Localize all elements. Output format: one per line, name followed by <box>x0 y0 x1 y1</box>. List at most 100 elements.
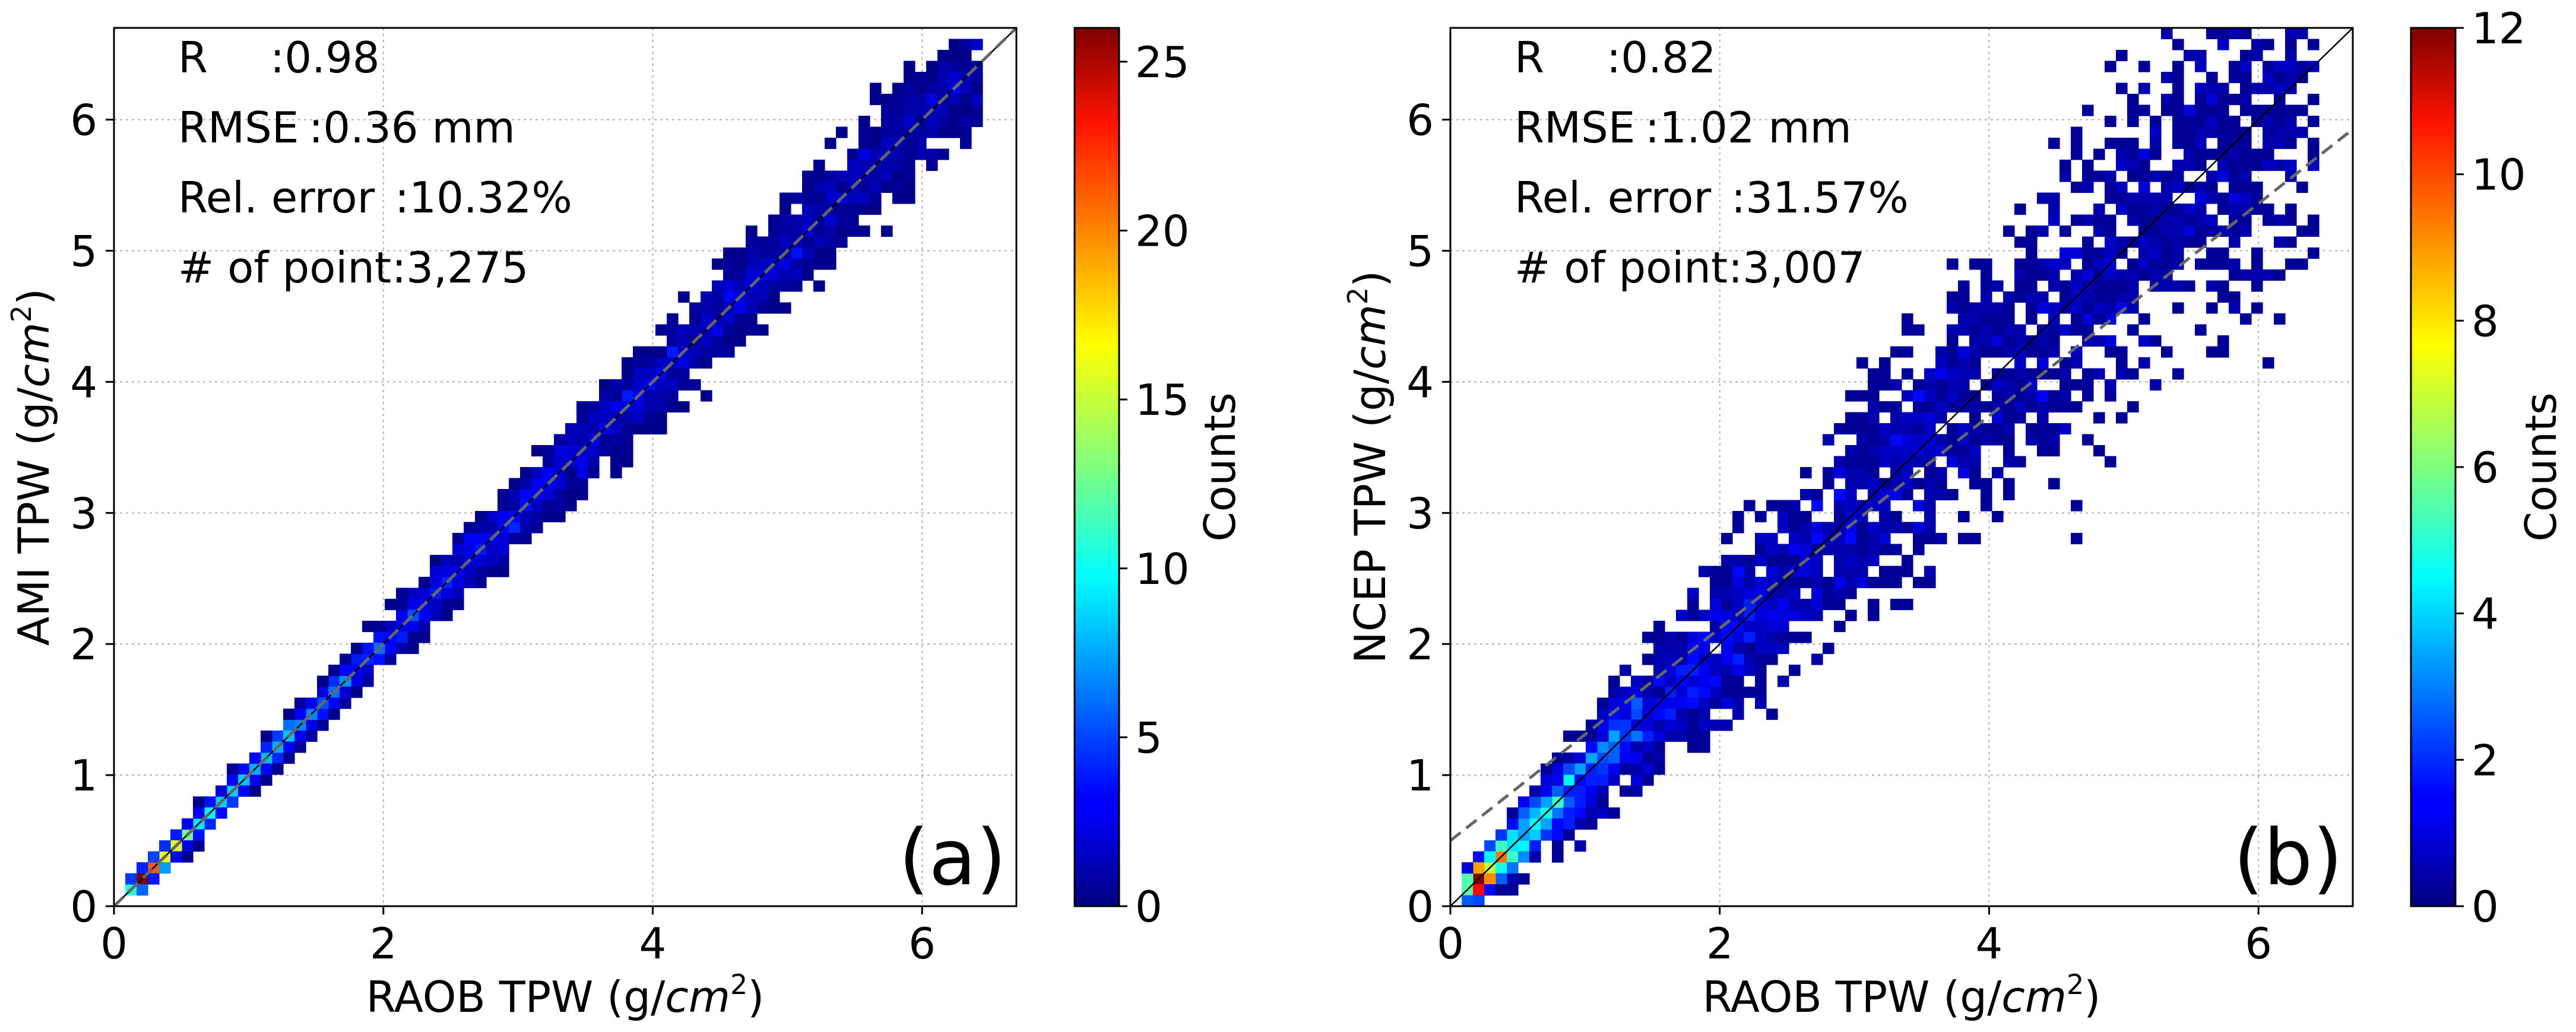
heatmap-cell <box>701 346 712 358</box>
heatmap-cell <box>2026 379 2038 391</box>
heatmap-cell <box>1856 456 1868 468</box>
heatmap-cell <box>2206 182 2218 193</box>
heatmap-cell <box>351 653 363 665</box>
heatmap-cell <box>204 818 216 830</box>
heatmap-cell <box>1732 675 1744 687</box>
heatmap-cell <box>1947 357 1959 369</box>
heatmap-cell <box>1868 609 1880 621</box>
heatmap-cell <box>1699 697 1710 709</box>
heatmap-cell <box>2048 401 2060 413</box>
heatmap-cell <box>1890 379 1902 391</box>
heatmap-cell <box>1856 467 1868 479</box>
heatmap-cell <box>622 412 633 424</box>
heatmap-cell <box>261 731 273 742</box>
heatmap-cell <box>2217 258 2229 270</box>
heatmap-cell <box>2172 82 2184 94</box>
heatmap-cell <box>1732 599 1744 611</box>
colorbar-a-label: Counts <box>1195 392 1245 541</box>
heatmap-cell <box>2138 104 2150 116</box>
heatmap-cell <box>1879 434 1891 446</box>
heatmap-cell <box>2071 302 2083 314</box>
heatmap-cell <box>1981 478 1992 490</box>
heatmap-cell <box>1507 851 1519 863</box>
heatmap-cell <box>870 138 882 150</box>
heatmap-cell <box>960 61 972 72</box>
heatmap-cell <box>2150 226 2162 237</box>
heatmap-cell <box>655 423 667 435</box>
heatmap-cell <box>892 148 904 160</box>
colorbar-tick-label: 0 <box>1135 882 1162 932</box>
heatmap-cell <box>2127 368 2139 380</box>
heatmap-cell <box>1563 796 1575 808</box>
heatmap-cell <box>892 160 904 172</box>
heatmap-cell <box>1868 401 1880 413</box>
heatmap-cell <box>498 555 509 567</box>
heatmap-cell <box>340 697 351 709</box>
heatmap-cell <box>1800 566 1812 577</box>
heatmap-cell <box>2263 357 2274 369</box>
heatmap-cell <box>182 851 194 863</box>
heatmap-cell <box>1721 719 1733 731</box>
heatmap-cell <box>1868 478 1880 490</box>
heatmap-cell <box>2138 214 2150 226</box>
heatmap-cell <box>802 182 814 193</box>
heatmap-cell <box>1766 544 1778 555</box>
heatmap-cell <box>2184 236 2195 248</box>
heatmap-cell <box>757 247 769 259</box>
heatmap-cell <box>2161 280 2173 292</box>
heatmap-cell <box>464 566 476 577</box>
heatmap-cell <box>1913 522 1925 534</box>
heatmap-cell <box>1529 785 1541 797</box>
heatmap-cell <box>1777 511 1789 523</box>
heatmap-cell <box>2048 280 2060 292</box>
heatmap-cell <box>1913 533 1925 545</box>
heatmap-cell <box>2240 226 2252 237</box>
heatmap-cell <box>1631 675 1643 687</box>
heatmap-cell <box>2172 280 2184 292</box>
panel-a-stats: R :0.98 RMSE :0.36 mm Rel. error :10.32%… <box>178 33 572 293</box>
heatmap-cell <box>283 709 295 720</box>
heatmap-cell <box>1811 522 1823 534</box>
heatmap-cell <box>610 423 622 435</box>
panel-b-lines <box>1449 27 2354 907</box>
y-tick-label: 6 <box>1406 96 1434 145</box>
heatmap-cell <box>373 621 385 633</box>
heatmap-cell <box>633 357 645 369</box>
heatmap-cell <box>2172 104 2184 116</box>
heatmap-cell <box>1913 324 1925 336</box>
heatmap-cell <box>531 522 543 534</box>
heatmap-cell <box>701 390 712 402</box>
heatmap-cell <box>926 94 938 106</box>
heatmap-cell <box>904 138 915 150</box>
heatmap-cell <box>2116 204 2128 215</box>
heatmap-cell <box>441 566 453 577</box>
heatmap-cell <box>633 368 645 380</box>
heatmap-cell <box>430 599 442 611</box>
heatmap-cell <box>2206 226 2218 237</box>
heatmap-cell <box>1890 599 1902 611</box>
heatmap-cell <box>1676 643 1688 655</box>
heatmap-cell <box>328 665 340 677</box>
heatmap-cell <box>475 577 487 589</box>
heatmap-cell <box>2082 236 2094 248</box>
heatmap-cell <box>802 170 814 182</box>
heatmap-cell <box>926 61 938 72</box>
heatmap-cell <box>904 192 915 204</box>
heatmap-cell <box>1845 423 1857 435</box>
heatmap-cell <box>2195 126 2207 138</box>
heatmap-cell <box>137 884 148 896</box>
heatmap-cell <box>1992 379 2004 391</box>
heatmap-cell <box>847 192 859 204</box>
colorbar-b-gradient <box>2410 27 2457 907</box>
stat-n-value: :3,275 <box>392 243 528 293</box>
heatmap-cell <box>802 269 814 281</box>
heatmap-cell <box>1597 785 1609 797</box>
stat-rel-value: :31.57% <box>1731 173 1909 223</box>
heatmap-cell <box>2217 28 2229 40</box>
heatmap-cell <box>2037 269 2049 281</box>
y-tick-label: 3 <box>70 488 97 538</box>
heatmap-cell <box>396 609 408 621</box>
heatmap-cell <box>2026 291 2038 303</box>
heatmap-cell <box>2251 160 2263 172</box>
heatmap-cell <box>1992 302 2004 314</box>
